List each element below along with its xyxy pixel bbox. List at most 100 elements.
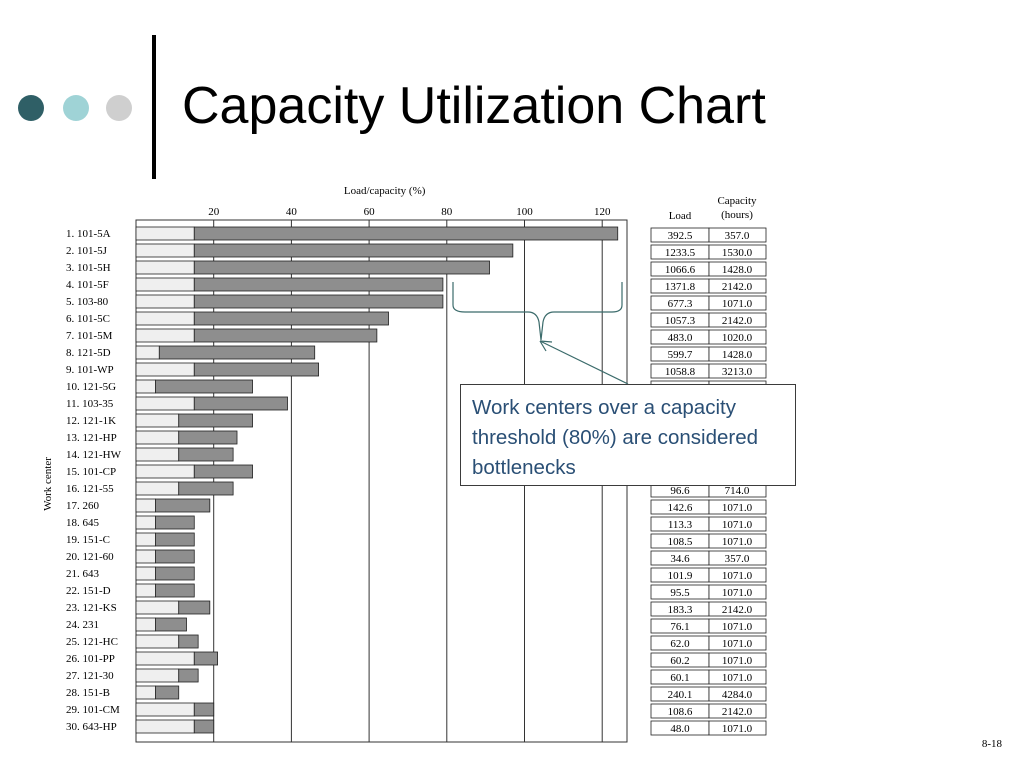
capacity-value: 1428.0 bbox=[722, 264, 753, 276]
bar-load bbox=[193, 328, 378, 343]
bar-load bbox=[155, 379, 253, 394]
capacity-cell bbox=[708, 533, 767, 549]
capacity-value: 1071.0 bbox=[722, 502, 753, 514]
bar-load bbox=[178, 634, 199, 649]
bar-base bbox=[135, 345, 160, 360]
bar-base bbox=[135, 481, 180, 496]
category-label: 9. 101-WP bbox=[66, 364, 114, 376]
bar-load bbox=[178, 600, 211, 615]
load-value: 483.0 bbox=[668, 332, 693, 344]
bar-base bbox=[135, 226, 195, 241]
category-label: 19. 151-C bbox=[66, 534, 110, 546]
bar-base bbox=[135, 719, 195, 734]
capacity-value: 357.0 bbox=[725, 553, 750, 565]
load-value: 34.6 bbox=[670, 553, 690, 565]
load-value: 183.3 bbox=[668, 604, 693, 616]
capacity-cell bbox=[708, 703, 767, 719]
bar-load bbox=[193, 362, 319, 377]
category-label: 17. 260 bbox=[66, 500, 100, 512]
capacity-cell bbox=[708, 550, 767, 566]
bar-load bbox=[193, 396, 288, 411]
bar-load bbox=[155, 498, 211, 513]
load-value: 108.5 bbox=[668, 536, 693, 548]
capacity-cell bbox=[708, 686, 767, 702]
load-value: 108.6 bbox=[668, 706, 693, 718]
load-value: 392.5 bbox=[668, 230, 693, 242]
capacity-value: 2142.0 bbox=[722, 706, 753, 718]
title-divider bbox=[152, 35, 156, 179]
bar-load bbox=[158, 345, 316, 360]
category-label: 11. 103-35 bbox=[66, 398, 114, 410]
dot-teal-icon bbox=[63, 95, 89, 121]
bar-load bbox=[155, 549, 195, 564]
capacity-cell bbox=[708, 499, 767, 515]
bar-base bbox=[135, 396, 195, 411]
category-label: 30. 643-HP bbox=[66, 721, 117, 733]
load-value: 62.0 bbox=[670, 638, 690, 650]
category-label: 21. 643 bbox=[66, 568, 100, 580]
category-label: 26. 101-PP bbox=[66, 653, 115, 665]
bar-base bbox=[135, 430, 180, 445]
load-value: 677.3 bbox=[668, 298, 693, 310]
bar-load bbox=[155, 566, 195, 581]
bar-base bbox=[135, 362, 195, 377]
capacity-value: 1071.0 bbox=[722, 587, 753, 599]
bar-base bbox=[135, 566, 156, 581]
capacity-value: 1530.0 bbox=[722, 247, 753, 259]
category-label: 3. 101-5H bbox=[66, 262, 111, 274]
category-label: 8. 121-5D bbox=[66, 347, 111, 359]
category-label: 10. 121-5G bbox=[66, 381, 116, 393]
capacity-cell bbox=[708, 669, 767, 685]
bar-load bbox=[193, 464, 253, 479]
load-value: 599.7 bbox=[668, 349, 693, 361]
capacity-cell bbox=[708, 278, 767, 294]
capacity-cell bbox=[708, 312, 767, 328]
category-label: 13. 121-HP bbox=[66, 432, 117, 444]
category-label: 7. 101-5M bbox=[66, 330, 113, 342]
load-value: 101.9 bbox=[668, 570, 693, 582]
load-value: 1066.6 bbox=[665, 264, 696, 276]
capacity-cell bbox=[708, 584, 767, 600]
capacity-cell bbox=[708, 720, 767, 736]
dot-dark-icon bbox=[18, 95, 44, 121]
load-value: 60.1 bbox=[670, 672, 689, 684]
bar-load bbox=[193, 277, 444, 292]
load-value: 113.3 bbox=[668, 519, 693, 531]
bar-load bbox=[193, 651, 218, 666]
bar-base bbox=[135, 260, 195, 275]
capacity-value: 1071.0 bbox=[722, 536, 753, 548]
capacity-value: 1071.0 bbox=[722, 723, 753, 735]
category-label: 22. 151-D bbox=[66, 585, 111, 597]
x-tick-label: 60 bbox=[364, 206, 376, 218]
capacity-value: 1071.0 bbox=[722, 638, 753, 650]
load-value: 1371.8 bbox=[665, 281, 696, 293]
bar-base bbox=[135, 294, 195, 309]
bar-base bbox=[135, 617, 156, 632]
x-tick-label: 20 bbox=[208, 206, 220, 218]
load-value: 142.6 bbox=[668, 502, 693, 514]
capacity-value: 2142.0 bbox=[722, 604, 753, 616]
category-label: 29. 101-CM bbox=[66, 704, 120, 716]
category-label: 23. 121-KS bbox=[66, 602, 117, 614]
capacity-cell bbox=[708, 363, 767, 379]
bar-base bbox=[135, 447, 180, 462]
capacity-value: 1020.0 bbox=[722, 332, 753, 344]
capacity-value: 2142.0 bbox=[722, 315, 753, 327]
bar-load bbox=[193, 702, 215, 717]
bar-load bbox=[193, 226, 619, 241]
bar-load bbox=[193, 311, 389, 326]
x-tick-label: 40 bbox=[286, 206, 298, 218]
bar-load bbox=[178, 430, 238, 445]
bar-base bbox=[135, 328, 195, 343]
load-value: 76.1 bbox=[670, 621, 689, 633]
bar-base bbox=[135, 243, 195, 258]
capacity-value: 4284.0 bbox=[722, 689, 753, 701]
slide-title: Capacity Utilization Chart bbox=[182, 77, 766, 135]
capacity-cell bbox=[708, 261, 767, 277]
capacity-value: 1071.0 bbox=[722, 621, 753, 633]
category-label: 6. 101-5C bbox=[66, 313, 110, 325]
bar-load bbox=[178, 447, 234, 462]
capacity-value: 1071.0 bbox=[722, 655, 753, 667]
x-tick-label: 120 bbox=[594, 206, 611, 218]
bar-load bbox=[193, 260, 490, 275]
